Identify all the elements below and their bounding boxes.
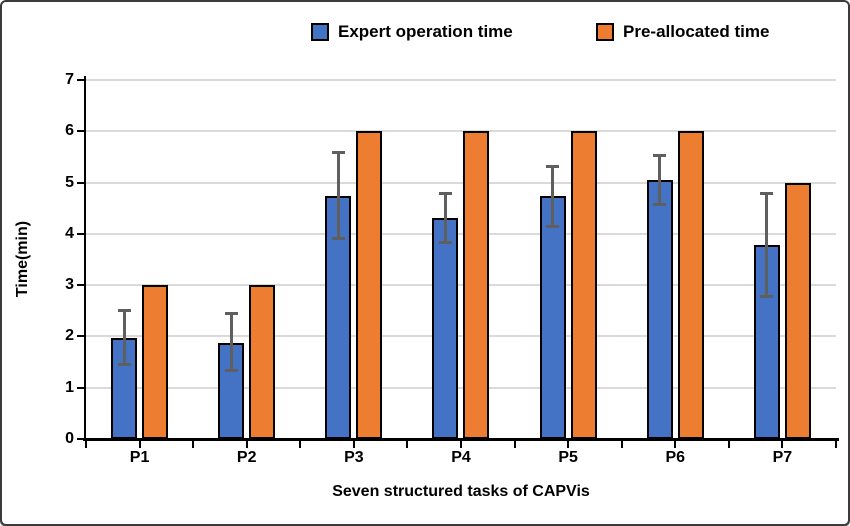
bar-preallocated-p7	[784, 182, 811, 439]
x-axis-category-label-p1: P1	[129, 449, 150, 466]
bar-expert-p6	[646, 180, 673, 439]
gridline	[86, 335, 836, 338]
x-axis-tick	[727, 441, 730, 448]
y-axis-tick-label: 4	[65, 224, 74, 242]
y-axis-tick-label: 0	[65, 430, 74, 447]
error-bar-line-p7	[765, 195, 769, 296]
gridline	[86, 386, 836, 389]
y-axis-tick	[77, 284, 85, 287]
x-axis-tick	[781, 441, 784, 448]
error-bar-cap-top-p2	[224, 311, 238, 315]
category-group-p4	[407, 80, 514, 439]
y-axis-tick-label: 3	[65, 276, 74, 294]
y-axis-tick-label: 5	[65, 173, 74, 191]
plot-area	[86, 79, 836, 439]
x-axis-tick	[85, 441, 87, 448]
error-bar-cap-bottom-p3	[331, 237, 345, 241]
error-bar-cap-top-p4	[438, 191, 452, 195]
x-axis-category-labels: P1 P2 P3 P4 P5 P6 P7	[86, 449, 836, 467]
error-bar-line-p5	[551, 167, 555, 226]
category-group-p7	[729, 80, 836, 439]
error-bar-cap-top-p7	[760, 192, 774, 196]
error-bar-cap-top-p1	[117, 308, 131, 312]
category-group-p3	[300, 80, 407, 439]
x-axis-category-label-p2: P2	[236, 449, 257, 466]
y-axis-line	[84, 76, 86, 441]
legend-swatch-orange	[596, 23, 614, 41]
category-group-p2	[193, 80, 300, 439]
bar-expert-p4	[432, 218, 459, 439]
gridline	[86, 130, 836, 133]
x-axis-title: Seven structured tasks of CAPVis	[332, 483, 590, 500]
x-axis-category-label-p3: P3	[344, 449, 364, 466]
y-axis-tick	[77, 79, 85, 81]
y-axis-tick	[77, 335, 85, 338]
gridline	[86, 232, 836, 235]
error-bar-line-p1	[122, 311, 126, 364]
bar-preallocated-p4	[463, 131, 490, 439]
x-axis-line	[83, 438, 839, 441]
x-axis-category-label-p6: P6	[665, 449, 686, 466]
gridline	[86, 181, 836, 184]
legend-swatch-blue	[311, 23, 329, 41]
error-bar-cap-top-p6	[653, 153, 667, 157]
x-axis-tick	[835, 441, 837, 448]
x-axis-tick	[620, 441, 623, 448]
error-bar-cap-bottom-p4	[438, 241, 452, 245]
y-axis-tick	[77, 232, 85, 235]
y-axis-tick-label: 2	[65, 327, 74, 345]
x-axis-tick	[513, 441, 516, 448]
y-axis-title: Time(min)	[14, 220, 31, 298]
y-axis-tick	[77, 130, 85, 133]
bar-preallocated-p6	[677, 131, 704, 439]
error-bar-cap-bottom-p2	[224, 369, 238, 373]
x-axis-category-label-p4: P4	[451, 449, 471, 466]
y-axis-tick-label: 7	[65, 71, 74, 88]
bar-expert-p5	[539, 195, 566, 439]
y-axis-tick	[77, 181, 85, 184]
error-bar-cap-top-p3	[331, 151, 345, 155]
category-group-p1	[86, 80, 193, 439]
error-bar-line-p3	[336, 154, 340, 238]
gridline	[86, 284, 836, 287]
x-axis-category-label-p5: P5	[558, 449, 578, 466]
error-bar-cap-bottom-p1	[117, 363, 131, 367]
legend-item-expert-operation-time: Expert operation time	[311, 21, 513, 43]
x-axis-tick	[192, 441, 195, 448]
bar-preallocated-p3	[356, 131, 383, 439]
legend-item-pre-allocated-time: Pre-allocated time	[596, 21, 769, 43]
category-group-p6	[622, 80, 729, 439]
error-bar-line-p6	[658, 156, 662, 204]
error-bar-cap-bottom-p7	[760, 295, 774, 299]
bars-layer	[86, 80, 836, 439]
category-group-p5	[515, 80, 622, 439]
x-axis-tick	[245, 441, 248, 448]
error-bar-line-p2	[229, 314, 233, 370]
error-bar-cap-bottom-p6	[653, 203, 667, 207]
x-axis-tick	[406, 441, 409, 448]
x-axis-tick	[674, 441, 677, 448]
y-axis-tick-label: 1	[65, 378, 74, 396]
legend-label: Pre-allocated time	[623, 22, 770, 41]
x-axis-category-label-p7: P7	[772, 449, 793, 466]
error-bar-line-p4	[443, 194, 447, 242]
y-axis-tick	[77, 438, 85, 440]
gridline	[86, 79, 836, 81]
error-bar-cap-bottom-p5	[546, 225, 560, 229]
x-axis-tick	[567, 441, 570, 448]
x-axis-tick	[138, 441, 141, 448]
x-axis-tick	[460, 441, 462, 448]
bar-preallocated-p2	[249, 285, 276, 439]
bar-preallocated-p1	[142, 285, 169, 439]
legend-label: Expert operation time	[338, 22, 513, 41]
x-axis-tick	[352, 441, 355, 448]
bar-preallocated-p5	[570, 131, 597, 439]
y-axis-tick	[77, 386, 85, 389]
error-bar-cap-top-p5	[546, 164, 560, 168]
y-axis-tick-label: 6	[65, 122, 74, 140]
x-axis-tick	[299, 441, 302, 448]
